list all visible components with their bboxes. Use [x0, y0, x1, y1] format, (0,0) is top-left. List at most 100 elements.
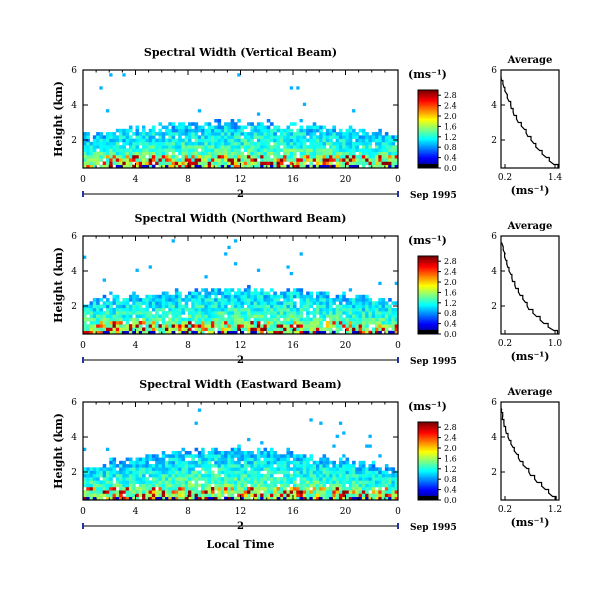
heatmap-cell	[230, 161, 235, 166]
heatmap-cell	[151, 483, 156, 488]
heatmap-cell	[325, 301, 330, 305]
heatmap-cell	[207, 151, 212, 156]
heatmap-cell	[296, 467, 300, 471]
heatmap-cell	[217, 464, 222, 468]
colorbar-segment	[418, 103, 438, 105]
heatmap-cell	[125, 164, 130, 169]
heatmap-cell	[210, 298, 215, 302]
heatmap-cell	[270, 457, 274, 462]
heatmap-cell	[122, 141, 126, 146]
heatmap-cell	[240, 473, 245, 478]
profile-y-tick-label: 4	[491, 101, 497, 111]
heatmap-cell	[279, 164, 284, 169]
heatmap-cell	[188, 135, 192, 139]
heatmap-cell	[217, 470, 222, 475]
heatmap-cell	[378, 154, 382, 159]
heatmap-cell	[119, 464, 123, 468]
heatmap-cell	[125, 161, 130, 166]
heatmap-cell	[237, 486, 241, 491]
heatmap-cell	[89, 470, 94, 475]
heatmap-cell	[188, 138, 192, 143]
heatmap-cell	[355, 486, 359, 491]
heatmap-cell	[253, 454, 258, 458]
heatmap-cell	[289, 132, 294, 136]
heatmap-cell	[227, 145, 231, 149]
heatmap-cell	[293, 294, 297, 299]
heatmap-cell	[207, 141, 212, 146]
heatmap-cell	[197, 291, 202, 296]
heatmap-cell	[135, 158, 140, 162]
heatmap-cell	[184, 128, 189, 133]
colorbar-segment	[418, 113, 438, 116]
heatmap-cell	[178, 138, 182, 143]
heatmap-cell	[289, 477, 294, 481]
heatmap-cell	[197, 451, 202, 455]
heatmap-cell	[161, 135, 166, 139]
heatmap-cell	[276, 454, 281, 458]
heatmap-cell	[165, 138, 169, 143]
colorbar-segment	[418, 129, 438, 131]
heatmap-cell	[371, 473, 376, 478]
heatmap-cell	[342, 138, 346, 143]
heatmap-cell	[302, 304, 307, 309]
heatmap-cell	[138, 164, 143, 169]
heatmap-cell	[273, 477, 277, 481]
heatmap-cell	[165, 148, 169, 152]
heatmap-cell	[270, 486, 274, 491]
heatmap-cell	[256, 493, 261, 498]
heatmap-cell	[322, 135, 327, 139]
heatmap-cell	[391, 473, 396, 478]
heatmap-cell	[368, 473, 373, 478]
heatmap-cell	[122, 304, 126, 309]
heatmap-cell	[128, 307, 133, 312]
colorbar-segment	[418, 259, 438, 262]
colorbar-segment	[418, 267, 438, 270]
heatmap-cell	[224, 122, 228, 126]
heatmap-cell	[148, 298, 153, 302]
heatmap-cell	[161, 298, 166, 302]
heatmap-cell	[178, 451, 182, 455]
heatmap-cell	[148, 141, 153, 146]
heatmap-cell	[201, 298, 205, 302]
heatmap-cell	[296, 148, 300, 152]
heatmap-cell	[332, 467, 336, 471]
heatmap-cell	[375, 314, 379, 318]
heatmap-cell	[178, 128, 182, 133]
heatmap-cell	[99, 304, 103, 309]
heatmap-cell	[224, 320, 228, 325]
heatmap-cell	[306, 496, 310, 501]
colorbar-segment	[418, 135, 438, 138]
y-tick-label: 6	[71, 232, 77, 242]
heatmap-cell	[273, 161, 277, 166]
heatmap-cell	[299, 486, 304, 491]
heatmap-cell	[368, 145, 373, 149]
heatmap-cell	[145, 294, 149, 299]
heatmap-cell	[253, 304, 258, 309]
heatmap-cell	[204, 294, 208, 299]
heatmap-cell	[174, 457, 179, 462]
heatmap-cell	[338, 460, 343, 465]
heatmap-cell	[286, 158, 291, 162]
heatmap-cell	[299, 477, 304, 481]
heatmap-cell	[329, 320, 333, 325]
heatmap-cell	[132, 480, 136, 484]
heatmap-cell	[338, 128, 343, 133]
heatmap-cell	[233, 138, 238, 143]
heatmap-cell	[293, 457, 297, 462]
profile-line	[500, 76, 559, 168]
heatmap-cell	[210, 164, 215, 169]
heatmap-cell	[237, 480, 241, 484]
heatmap-cell	[128, 317, 133, 322]
heatmap-cell	[240, 320, 245, 325]
heatmap-cell	[368, 138, 373, 143]
heatmap-cell	[171, 457, 176, 462]
heatmap-cell	[256, 464, 261, 468]
heatmap-cell	[197, 483, 202, 488]
heatmap-cell	[296, 294, 300, 299]
heatmap-cell	[165, 294, 169, 299]
heatmap-cell	[220, 464, 225, 468]
heatmap-cell	[371, 311, 376, 315]
heatmap-cell	[283, 473, 287, 478]
heatmap-cell	[247, 304, 251, 309]
heatmap-cell	[220, 301, 225, 305]
